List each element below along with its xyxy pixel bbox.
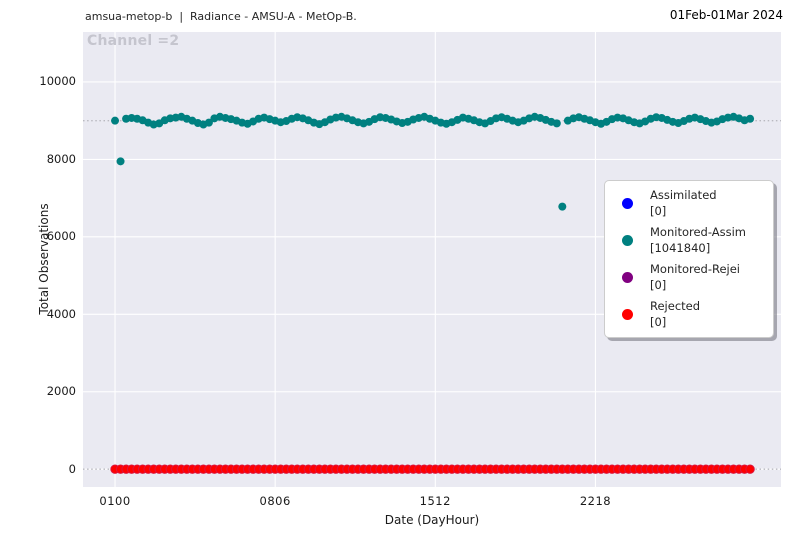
monitored-assim-point	[111, 116, 120, 125]
legend-marker-icon	[622, 235, 633, 246]
y-tick-label: 8000	[46, 151, 76, 166]
y-tick-label: 6000	[46, 229, 76, 244]
monitored-assim-point	[746, 114, 755, 123]
x-axis-label: Date (DayHour)	[384, 513, 480, 527]
legend-box: Assimilated [0] Monitored-Assim [1041840]…	[604, 180, 774, 338]
monitored-assim-point	[204, 118, 213, 127]
legend-entry: Monitored-Assim [1041840]	[615, 225, 765, 256]
y-tick-label: 10000	[39, 74, 76, 89]
rejected-point	[745, 464, 755, 474]
legend-entry-label: Monitored-Assim [1041840]	[650, 225, 746, 255]
monitored-assim-point	[116, 157, 125, 166]
legend-entry-label: Monitored-Rejei [0]	[650, 262, 741, 292]
plot-header-date-range: 01Feb-01Mar 2024	[669, 8, 783, 22]
monitored-assim-point	[552, 119, 561, 128]
legend-entry-label: Assimilated [0]	[650, 188, 717, 218]
legend-entry: Monitored-Rejei [0]	[615, 262, 765, 293]
y-tick-label: 4000	[46, 306, 76, 321]
x-tick-label: 2218	[579, 494, 612, 508]
legend-marker-icon	[622, 272, 633, 283]
y-axis-label: Total Observations	[37, 203, 51, 315]
y-tick-label: 0	[68, 461, 76, 476]
legend-entry: Rejected [0]	[615, 299, 765, 330]
monitored-assim-point	[558, 202, 567, 211]
legend-marker-icon	[622, 309, 633, 320]
y-tick-label: 2000	[46, 384, 76, 399]
legend-entry: Assimilated [0]	[615, 188, 765, 219]
x-tick-label: 0100	[99, 494, 131, 508]
legend-entry-label: Rejected [0]	[650, 299, 701, 329]
x-tick-label: 0806	[259, 494, 291, 508]
legend-marker-icon	[622, 198, 633, 209]
x-tick-label: 1512	[419, 494, 451, 508]
chart-title: Channel =2	[87, 33, 180, 49]
chart-canvas	[83, 32, 781, 487]
plot-header-instrument: amsua-metop-b | Radiance - AMSU-A - MetO…	[85, 10, 357, 23]
